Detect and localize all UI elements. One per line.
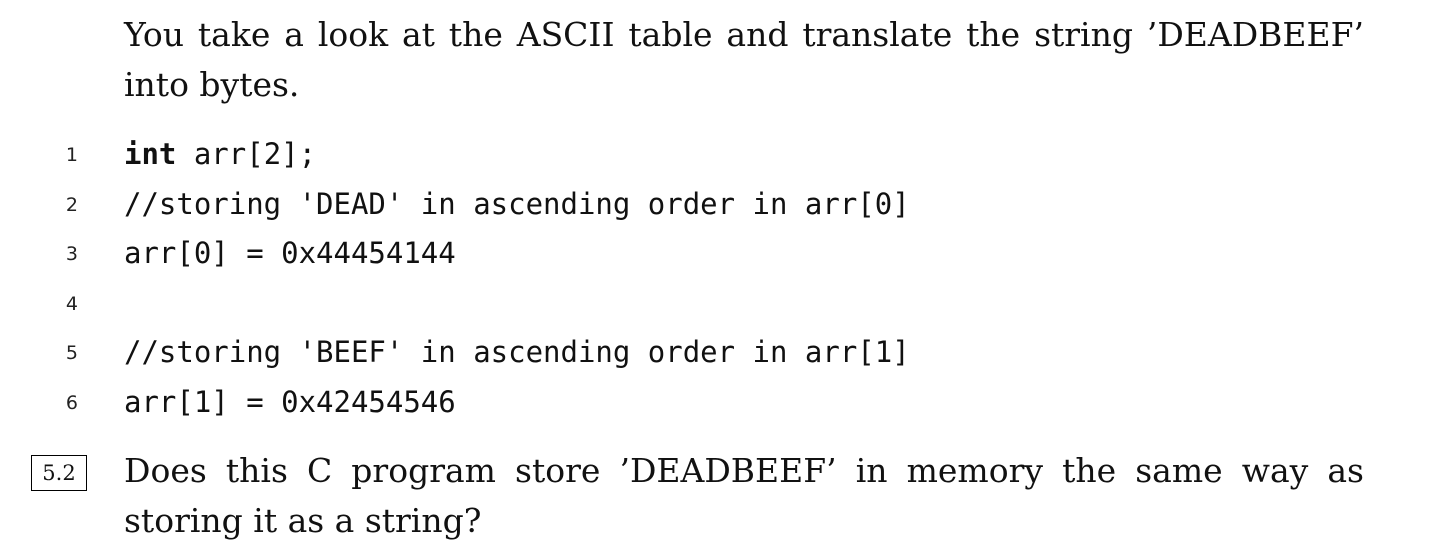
code-rest: arr[2]; [176,137,317,171]
line-number: 4 [65,292,78,315]
code-text: int arr[2]; [124,137,316,171]
question-number-box: 5.2 [31,455,87,491]
code-rest: arr[1] = 0x42454546 [124,384,456,419]
code-line: 1 int arr[2]; [0,130,1439,180]
line-number: 3 [65,243,78,266]
code-line: 5 //storing 'BEEF' in ascending order in… [0,328,1439,378]
code-line: 2 //storing 'DEAD' in ascending order in… [0,180,1439,230]
intro-paragraph: You take a look at the ASCII table and t… [124,15,1364,104]
code-rest: //storing 'BEEF' in ascending order in a… [124,335,910,370]
code-text: arr[1] = 0x42454546 [124,385,456,419]
code-line: 4 [0,279,1439,329]
question-text: Does this C program store ’DEADBEEF’ in … [124,451,1364,540]
code-text: //storing 'DEAD' in ascending order in a… [124,187,910,221]
line-number: 5 [65,342,78,365]
line-number: 2 [65,193,78,216]
code-listing: 1 int arr[2]; 2 //storing 'DEAD' in asce… [0,130,1439,428]
code-line: 3 arr[0] = 0x44454144 [0,229,1439,279]
code-line: 6 arr[1] = 0x42454546 [0,378,1439,428]
code-text: arr[0] = 0x44454144 [124,236,456,270]
code-rest: //storing 'DEAD' in ascending order in a… [124,186,910,221]
code-keyword: int [124,137,177,171]
line-number: 6 [65,391,78,414]
line-number: 1 [65,144,78,166]
code-rest: arr[0] = 0x44454144 [124,236,456,271]
code-text: //storing 'BEEF' in ascending order in a… [124,335,910,369]
